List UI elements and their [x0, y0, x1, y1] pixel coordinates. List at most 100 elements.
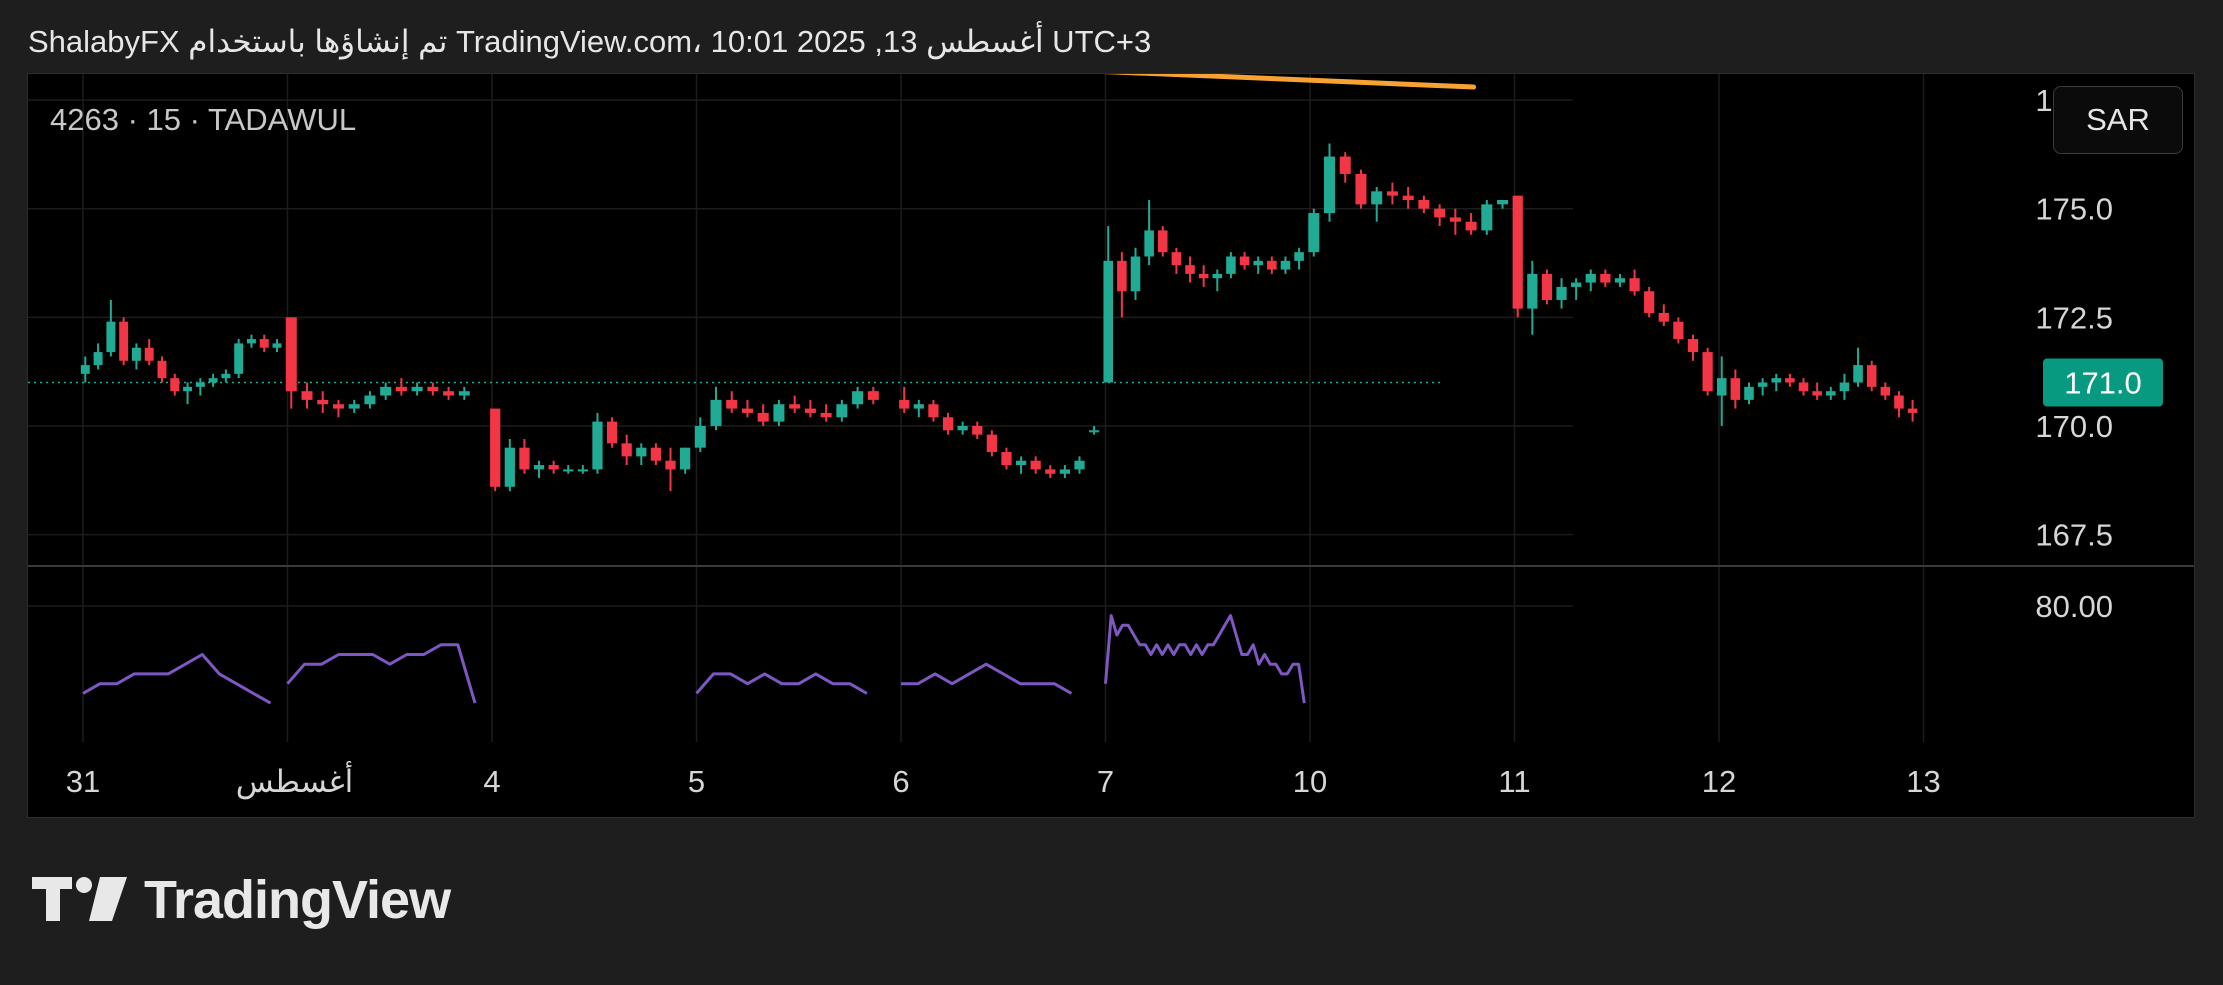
candle	[1001, 447, 1012, 470]
candle-body	[1629, 278, 1640, 292]
candle-body	[221, 373, 231, 379]
candle-body	[1880, 386, 1891, 396]
indicator-pane	[82, 614, 1306, 705]
candle-body	[1001, 452, 1012, 466]
candle-body	[380, 386, 392, 396]
candle-body	[1434, 208, 1446, 218]
time-tick-label: 5	[688, 764, 705, 799]
candle-body	[317, 399, 329, 405]
candle-body	[1798, 382, 1809, 392]
candle-body	[679, 447, 691, 470]
time-tick-label: 10	[1293, 764, 1327, 799]
candle-body	[710, 399, 722, 426]
candle-body	[1785, 378, 1795, 383]
candle-body	[592, 421, 603, 470]
candle	[348, 399, 360, 413]
candle	[221, 369, 231, 383]
candle	[1117, 252, 1127, 318]
candle	[1198, 265, 1209, 287]
candle-body	[301, 391, 313, 400]
price-tick-label: 172.5	[2035, 300, 2113, 335]
candle	[1130, 247, 1141, 300]
candle-body	[1117, 260, 1127, 292]
candle-body	[665, 460, 676, 470]
candle-body	[942, 417, 954, 431]
indicator-line	[1104, 614, 1306, 704]
candle	[183, 382, 193, 405]
candle-body	[395, 386, 407, 392]
candle	[913, 399, 924, 418]
candle-body	[1449, 217, 1461, 222]
chart-frame[interactable]: 177.5175.0172.5170.0167.580.00171.031أغس…	[27, 73, 2195, 818]
candle	[1600, 269, 1611, 287]
candle	[1339, 152, 1351, 183]
candle	[1571, 278, 1582, 300]
candle-body	[1614, 278, 1626, 283]
candle-body	[504, 447, 515, 487]
candle	[1280, 256, 1291, 274]
candle-body	[1130, 256, 1141, 292]
candle-body	[1059, 469, 1071, 474]
candle	[170, 373, 180, 396]
candle	[1658, 304, 1669, 327]
candle-body	[1308, 213, 1320, 253]
candle-body	[957, 425, 968, 431]
candle-body	[1465, 221, 1477, 231]
candle	[234, 339, 244, 379]
candle	[1239, 252, 1250, 270]
candle	[1785, 373, 1795, 387]
candle	[1687, 334, 1699, 361]
candle-body	[636, 447, 647, 457]
candle	[1088, 425, 1100, 435]
candle	[395, 378, 407, 396]
candle-body	[1812, 391, 1822, 396]
candle	[592, 412, 603, 474]
candle	[1853, 347, 1863, 387]
candle	[157, 356, 167, 383]
candle	[972, 421, 983, 439]
time-tick-label: 13	[1906, 764, 1940, 799]
candle	[986, 430, 997, 457]
candle-body	[1088, 430, 1100, 433]
candle	[1673, 317, 1684, 344]
candle	[650, 443, 662, 466]
candle-body	[1585, 273, 1596, 283]
candle	[1144, 200, 1154, 266]
candle-body	[1673, 321, 1684, 340]
candle	[332, 399, 344, 418]
candle-body	[519, 447, 530, 470]
candle	[1894, 391, 1904, 418]
candle-body	[1866, 365, 1877, 387]
candle	[1045, 465, 1056, 479]
candle-body	[93, 352, 103, 366]
trendline	[1102, 74, 1477, 90]
candle-body	[1541, 273, 1553, 300]
candle	[804, 399, 816, 418]
candle	[1585, 269, 1596, 292]
candle-body	[1716, 378, 1727, 396]
candle-body	[234, 343, 244, 374]
candle-body	[195, 382, 205, 387]
candle-body	[621, 443, 632, 457]
candle	[1267, 256, 1277, 274]
indicator-tick-label: 80.00	[2035, 589, 2113, 624]
candle	[1757, 378, 1768, 396]
candle	[1556, 278, 1567, 309]
time-tick-label: أغسطس	[236, 761, 353, 799]
currency-button[interactable]: SAR	[2053, 86, 2183, 154]
candle	[1629, 269, 1640, 296]
candlestick-chart[interactable]: 177.5175.0172.5170.0167.580.00171.031أغس…	[28, 74, 2195, 818]
candle-body	[1907, 408, 1918, 413]
candle-body	[1687, 339, 1699, 353]
candle	[820, 404, 832, 422]
candle-body	[170, 378, 180, 392]
candle	[1826, 386, 1836, 400]
candle-body	[157, 360, 167, 379]
candle-body	[1371, 191, 1383, 205]
candle	[1839, 373, 1850, 400]
candle-body	[1045, 469, 1056, 474]
candle-body	[427, 386, 439, 392]
candle	[957, 421, 968, 435]
time-tick-label: 6	[892, 764, 909, 799]
last-price-badge	[2043, 358, 2163, 407]
